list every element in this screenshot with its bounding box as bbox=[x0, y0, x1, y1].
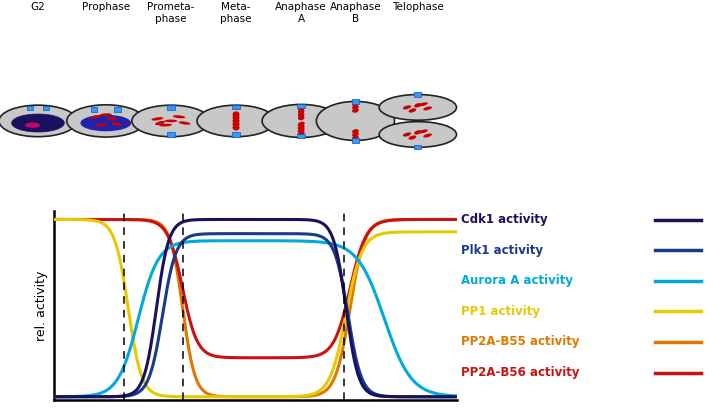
FancyBboxPatch shape bbox=[167, 132, 175, 137]
Ellipse shape bbox=[352, 136, 359, 140]
Ellipse shape bbox=[298, 112, 304, 117]
Ellipse shape bbox=[25, 123, 40, 128]
Ellipse shape bbox=[352, 102, 359, 106]
Ellipse shape bbox=[408, 108, 416, 113]
Ellipse shape bbox=[155, 121, 165, 125]
Ellipse shape bbox=[100, 113, 111, 116]
Ellipse shape bbox=[379, 122, 456, 147]
Ellipse shape bbox=[262, 104, 341, 138]
Ellipse shape bbox=[298, 122, 305, 126]
FancyBboxPatch shape bbox=[297, 104, 305, 108]
Ellipse shape bbox=[233, 125, 240, 131]
Ellipse shape bbox=[66, 105, 145, 137]
Text: Telophase: Telophase bbox=[392, 2, 443, 12]
Ellipse shape bbox=[112, 122, 121, 126]
FancyBboxPatch shape bbox=[232, 105, 240, 109]
FancyBboxPatch shape bbox=[351, 99, 359, 104]
Ellipse shape bbox=[403, 106, 411, 109]
Text: G2: G2 bbox=[31, 2, 46, 12]
Text: Anaphase
A: Anaphase A bbox=[276, 2, 327, 24]
FancyBboxPatch shape bbox=[91, 108, 97, 112]
Ellipse shape bbox=[151, 117, 164, 121]
FancyBboxPatch shape bbox=[351, 138, 359, 143]
Ellipse shape bbox=[173, 115, 186, 118]
FancyBboxPatch shape bbox=[114, 108, 121, 112]
Text: Prometa-
phase: Prometa- phase bbox=[147, 2, 195, 24]
Ellipse shape bbox=[96, 124, 107, 126]
Ellipse shape bbox=[298, 109, 304, 114]
Ellipse shape bbox=[132, 105, 210, 137]
Ellipse shape bbox=[352, 105, 359, 110]
Ellipse shape bbox=[233, 111, 240, 117]
Ellipse shape bbox=[414, 130, 421, 135]
Text: PP2A-B55 activity: PP2A-B55 activity bbox=[461, 335, 579, 349]
FancyBboxPatch shape bbox=[26, 106, 33, 111]
Ellipse shape bbox=[352, 129, 359, 133]
Ellipse shape bbox=[178, 121, 191, 125]
Ellipse shape bbox=[233, 115, 240, 121]
Ellipse shape bbox=[81, 115, 131, 131]
Text: Meta-
phase: Meta- phase bbox=[221, 2, 252, 24]
Text: Plk1 activity: Plk1 activity bbox=[461, 244, 543, 257]
FancyBboxPatch shape bbox=[43, 106, 49, 111]
Ellipse shape bbox=[0, 105, 77, 137]
Text: PP2A-B56 activity: PP2A-B56 activity bbox=[461, 366, 579, 379]
Ellipse shape bbox=[107, 117, 118, 121]
Ellipse shape bbox=[298, 125, 305, 130]
Text: Prophase: Prophase bbox=[81, 2, 130, 12]
Ellipse shape bbox=[379, 95, 456, 120]
Ellipse shape bbox=[164, 120, 178, 122]
Y-axis label: rel. activity: rel. activity bbox=[35, 270, 48, 341]
Ellipse shape bbox=[403, 133, 411, 136]
Text: Cdk1 activity: Cdk1 activity bbox=[461, 213, 547, 226]
Ellipse shape bbox=[233, 121, 240, 127]
Ellipse shape bbox=[298, 128, 305, 133]
Ellipse shape bbox=[159, 124, 172, 126]
Ellipse shape bbox=[298, 131, 305, 136]
Ellipse shape bbox=[197, 105, 275, 137]
Ellipse shape bbox=[423, 106, 432, 111]
Text: Anaphase
B: Anaphase B bbox=[330, 2, 381, 24]
FancyBboxPatch shape bbox=[414, 145, 421, 149]
FancyBboxPatch shape bbox=[167, 105, 175, 110]
Ellipse shape bbox=[316, 101, 395, 141]
Ellipse shape bbox=[233, 118, 240, 124]
Ellipse shape bbox=[418, 129, 428, 133]
Ellipse shape bbox=[414, 103, 421, 108]
Ellipse shape bbox=[352, 132, 359, 137]
Ellipse shape bbox=[423, 133, 432, 138]
FancyBboxPatch shape bbox=[297, 134, 305, 138]
Ellipse shape bbox=[352, 108, 359, 113]
Ellipse shape bbox=[11, 114, 64, 132]
Ellipse shape bbox=[298, 116, 304, 120]
Ellipse shape bbox=[91, 115, 101, 118]
FancyBboxPatch shape bbox=[232, 133, 240, 137]
Ellipse shape bbox=[408, 136, 416, 140]
Text: PP1 activity: PP1 activity bbox=[461, 305, 540, 318]
Ellipse shape bbox=[298, 106, 304, 111]
Text: Aurora A activity: Aurora A activity bbox=[461, 274, 573, 287]
FancyBboxPatch shape bbox=[414, 93, 421, 97]
Ellipse shape bbox=[418, 102, 428, 106]
